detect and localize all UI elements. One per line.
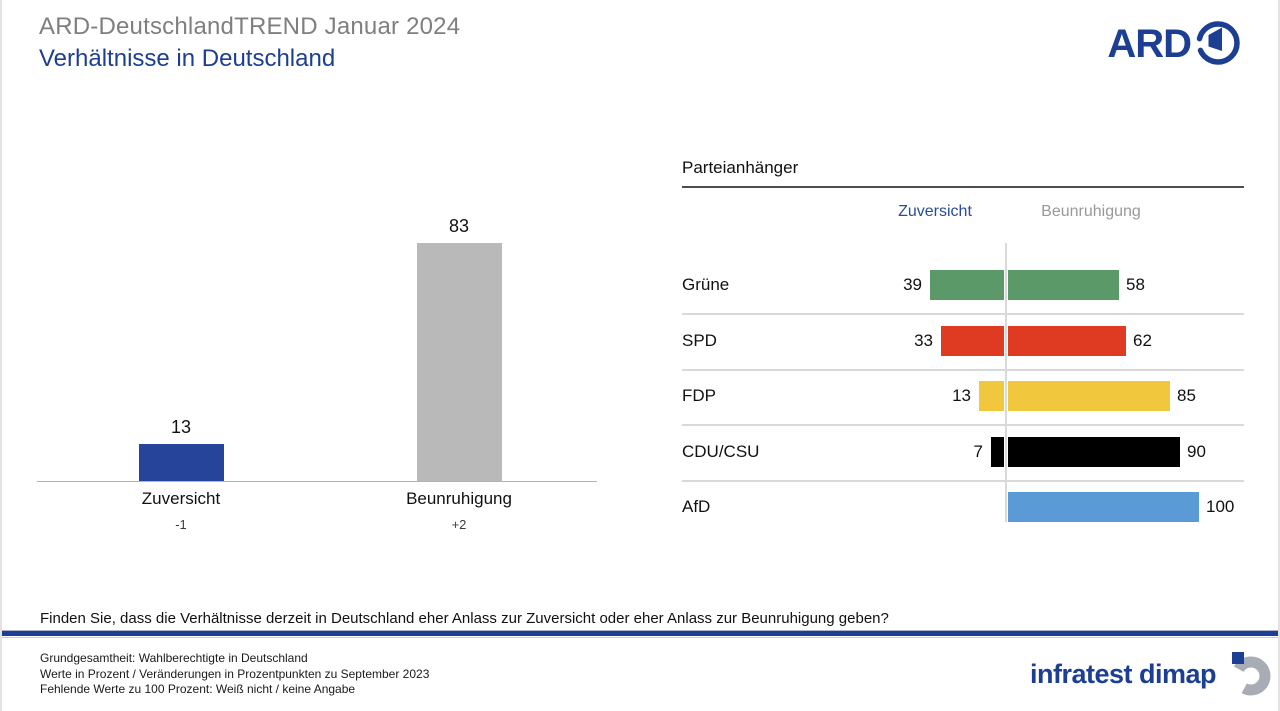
party-bar-right — [1008, 492, 1199, 522]
party-row-label: AfD — [682, 497, 711, 516]
divider-blue-rule — [2, 630, 1278, 636]
party-value-right: 85 — [1177, 386, 1196, 405]
party-value-left: 13 — [952, 386, 971, 405]
party-row-separator — [682, 369, 1244, 371]
column-header-zuversicht: Zuversicht — [898, 203, 972, 220]
party-row-label: FDP — [682, 386, 716, 405]
survey-question: Finden Sie, dass die Verhältnisse derzei… — [40, 610, 889, 627]
party-bar-left — [991, 437, 1004, 467]
party-bar-left — [930, 270, 1004, 300]
bar-beunruhigung — [416, 243, 502, 481]
bar-change-label: +2 — [451, 517, 467, 532]
party-row-separator — [682, 480, 1244, 482]
footnote-line: Fehlende Werte zu 100 Prozent: Weiß nich… — [40, 682, 356, 696]
bar-category-label: Beunruhigung — [406, 489, 512, 508]
center-divider-line — [1005, 243, 1007, 522]
report-supertitle: ARD-DeutschlandTREND Januar 2024 — [39, 13, 461, 40]
bar-category-label: Zuversicht — [141, 489, 221, 508]
bar-value-label: 83 — [448, 216, 470, 236]
x-axis-line — [37, 481, 597, 482]
party-row-separator — [682, 313, 1244, 315]
party-table-rule — [682, 186, 1244, 188]
bar-value-label: 13 — [170, 417, 192, 437]
party-value-left: 7 — [973, 442, 983, 461]
party-row-label: SPD — [682, 331, 717, 350]
column-header-beunruhigung: Beunruhigung — [1041, 203, 1141, 220]
party-row-separator — [682, 424, 1244, 426]
party-value-right: 62 — [1133, 331, 1152, 350]
divider-gray-rule — [2, 637, 1278, 638]
infratest-dimap-text: infratest dimap — [1030, 659, 1217, 689]
party-bar-left — [941, 326, 1004, 356]
ard-one-circle-icon — [1192, 16, 1244, 73]
party-value-left: 33 — [914, 331, 933, 350]
party-row-label: Grüne — [682, 275, 730, 294]
party-value-right: 90 — [1187, 442, 1206, 461]
party-value-left: 39 — [903, 275, 922, 294]
footnote-line: Grundgesamtheit: Wahlberechtigte in Deut… — [40, 651, 308, 665]
party-bar-right — [1008, 437, 1180, 467]
footnotes: Grundgesamtheit: Wahlberechtigte in Deut… — [40, 651, 429, 698]
page-title: Verhältnisse in Deutschland — [39, 45, 336, 72]
ard-logo: ARD — [1107, 16, 1244, 73]
ard-logo-text: ARD — [1107, 22, 1192, 66]
footnote-line: Werte in Prozent / Veränderungen in Proz… — [40, 666, 430, 681]
party-value-right: 100 — [1206, 497, 1235, 516]
infratest-dimap-logo: infratest dimap — [1030, 647, 1271, 702]
party-bar-right — [1008, 381, 1170, 411]
party-bar-left — [979, 381, 1004, 411]
bar-change-label: -1 — [175, 517, 187, 532]
party-value-right: 58 — [1126, 275, 1145, 294]
party-row-label: CDU/CSU — [682, 442, 760, 461]
party-table-title: Parteianhänger — [682, 158, 799, 177]
infratest-dimap-icon — [1225, 647, 1271, 702]
party-bar-right — [1008, 326, 1126, 356]
party-bar-right — [1008, 270, 1119, 300]
bar-zuversicht — [138, 444, 224, 481]
